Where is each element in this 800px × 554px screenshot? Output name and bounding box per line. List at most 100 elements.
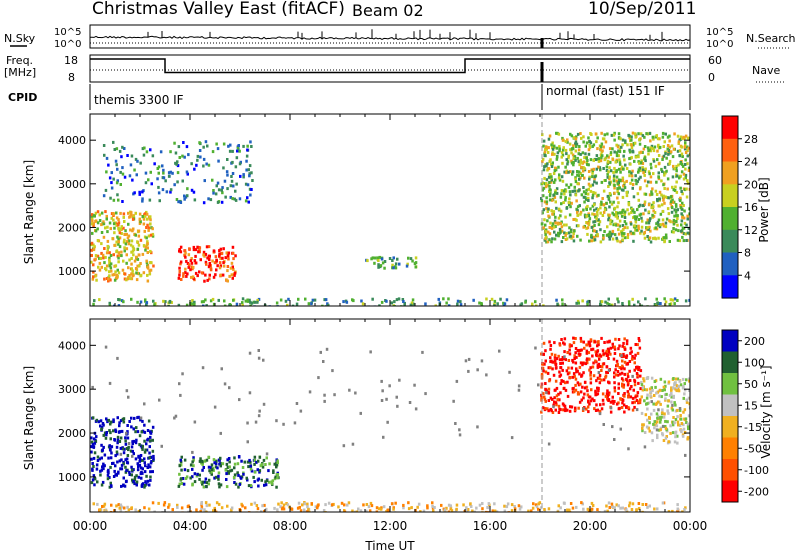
range-cell [272,469,275,473]
range-cell [620,367,623,371]
range-cell [664,221,668,225]
range-cell [227,471,230,475]
range-cell [449,504,452,508]
range-cell [681,155,684,158]
range-cell [549,180,553,184]
range-cell [257,484,260,488]
range-cell [550,226,554,230]
range-cell [101,448,104,452]
range-cell [543,218,546,222]
range-cell [229,184,233,188]
range-cell [99,419,103,423]
ground-scatter-cell [127,442,131,445]
range-cell [316,506,319,510]
range-cell [583,392,586,396]
range-cell [246,196,249,200]
range-cell [113,304,116,306]
range-cell [586,393,590,397]
range-cell [648,416,651,419]
range-cell [499,297,502,301]
range-cell [445,506,448,510]
range-cell [665,392,668,396]
range-cell [676,149,680,153]
range-cell [200,507,203,511]
ground-scatter-cell [476,425,479,429]
range-cell [398,262,401,266]
range-cell [548,194,552,198]
range-cell [217,474,220,478]
range-cell [622,208,625,212]
range-cell [671,386,675,390]
range-cell [179,458,182,462]
velocity-x-axis: 00:00 04:00 08:00 12:00 16:00 20:00 00:00 [73,319,707,533]
range-cell [222,166,225,170]
range-cell [230,273,234,277]
range-cell [185,145,189,149]
range-cell [577,189,580,193]
range-cell [112,253,115,257]
range-cell [202,300,205,304]
range-cell [162,299,165,303]
range-cell [377,263,380,267]
range-cell [632,231,635,235]
range-cell [195,163,198,167]
range-cell [591,175,594,179]
nsky-panel: N.Sky 10^5 10^0 10^5 10^0 N.Search [4,24,796,50]
range-cell [551,147,555,151]
power-colorbar-label: Power [dB] [757,177,771,242]
range-cell [248,298,251,302]
range-cell [223,304,227,306]
range-cell [371,256,375,260]
range-cell [117,256,120,260]
x-tick-label: 04:00 [173,519,208,533]
range-cell [150,429,153,433]
range-cell [145,236,148,240]
range-cell [575,301,578,305]
range-cell [92,465,95,468]
range-cell [671,155,675,159]
range-cell [143,470,147,474]
range-cell [581,502,584,506]
range-cell [128,274,131,277]
range-cell [619,137,622,141]
range-cell [129,277,132,281]
range-cell [565,206,568,210]
range-cell [634,155,638,159]
range-cell [554,362,558,366]
range-cell [585,349,589,353]
range-cell [130,154,134,158]
range-cell [118,298,121,302]
range-cell [557,176,561,180]
range-cell [645,184,649,188]
range-cell [606,394,609,398]
x-tick-label: 08:00 [273,519,308,533]
range-cell [491,509,495,512]
range-cell [471,509,474,512]
range-cell [513,507,517,511]
range-cell [238,149,241,153]
range-cell [93,483,96,487]
range-cell [173,141,176,145]
range-cell [655,303,658,306]
range-cell [232,257,235,261]
range-cell [130,267,133,271]
range-cell [132,227,135,231]
range-cell [660,169,664,173]
range-cell [615,223,618,227]
range-cell [561,179,565,183]
range-cell [599,240,603,244]
range-cell [643,200,647,204]
range-cell [134,211,137,215]
range-cell [675,389,678,393]
range-cell [183,253,186,257]
range-cell [668,159,672,163]
range-cell [139,220,142,224]
range-cell [95,463,99,467]
range-cell [191,275,195,279]
range-cell [590,507,594,511]
ground-scatter-cell [602,423,605,426]
range-cell [686,217,689,221]
range-cell [653,507,656,511]
range-cell [562,223,566,227]
range-cell [146,479,150,483]
